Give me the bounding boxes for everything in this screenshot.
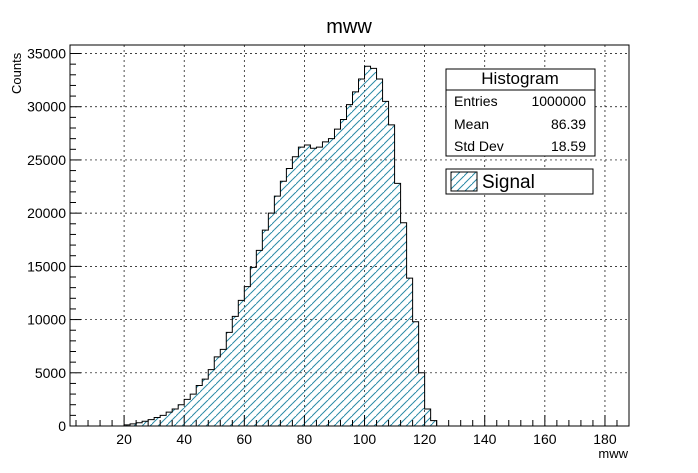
histogram-bin [226, 332, 233, 426]
stats-mean-value: 86.39 [551, 116, 586, 132]
y-axis-label: Counts [9, 52, 24, 94]
histogram-bin [358, 79, 365, 427]
histogram-bin [424, 408, 431, 426]
histogram-bin [400, 222, 407, 426]
histogram-bin [232, 316, 239, 426]
chart-title: mww [326, 16, 372, 38]
x-tick-label: 60 [237, 431, 253, 447]
histogram-bin [202, 379, 209, 426]
histogram-bin [142, 421, 149, 426]
histogram-bin [328, 138, 335, 426]
stats-mean-label: Mean [454, 116, 489, 132]
y-tick-label: 15000 [27, 258, 66, 274]
histogram-bin [304, 145, 311, 426]
histogram-bin [370, 68, 377, 427]
histogram-bin [310, 148, 317, 426]
histogram-bin [274, 196, 281, 426]
histogram-bin [148, 419, 155, 426]
histogram-bars [124, 66, 437, 427]
histogram-bin [214, 356, 221, 426]
histogram-bin [334, 129, 341, 426]
histogram-bin [124, 424, 131, 426]
histogram-bin [352, 91, 359, 426]
histogram-bin [340, 119, 347, 427]
histogram-bin [220, 349, 227, 426]
y-tick-label: 5000 [35, 365, 66, 381]
histogram-bin [160, 415, 167, 426]
histogram-bin [286, 168, 293, 426]
x-tick-label: 20 [116, 431, 132, 447]
histogram-bin [364, 66, 371, 427]
histogram-bin [238, 300, 245, 426]
histogram-bin [136, 422, 143, 426]
histogram-bin [262, 230, 269, 426]
x-tick-label: 40 [176, 431, 192, 447]
histogram-bin [196, 385, 203, 426]
histogram-bin [280, 181, 287, 426]
x-tick-label: 120 [413, 431, 437, 447]
y-tick-label: 20000 [27, 205, 66, 221]
y-tick-label: 30000 [27, 99, 66, 115]
histogram-bin [184, 399, 191, 426]
histogram-bin [394, 183, 401, 426]
histogram-bin [406, 278, 413, 426]
x-tick-label: 180 [593, 431, 617, 447]
histogram-bin [322, 141, 329, 426]
histogram-bin [250, 267, 257, 426]
stats-title: Histogram [481, 69, 558, 88]
legend-swatch [450, 171, 478, 192]
histogram-bin [256, 250, 263, 426]
histogram-bin [418, 372, 425, 426]
y-tick-label: 35000 [27, 46, 66, 62]
legend-label: Signal [482, 172, 535, 193]
histogram-bin [130, 423, 137, 426]
histogram-bin [292, 156, 299, 427]
y-axis-ticks: 0 5000 10000 15000 20000 25000 30000 35000 [27, 46, 81, 434]
legend: Signal [445, 168, 594, 195]
stats-entries-label: Entries [454, 93, 498, 109]
x-tick-label: 80 [297, 431, 313, 447]
y-tick-label: 0 [58, 418, 66, 434]
histogram-bin [388, 124, 395, 427]
histogram-bin [412, 321, 419, 426]
x-tick-label: 100 [353, 431, 377, 447]
histogram-bin [382, 101, 389, 426]
x-axis-ticks: 20 40 60 80 100 120 140 160 180 [75, 415, 630, 447]
histogram-bin [268, 213, 275, 426]
histogram-bin [430, 420, 437, 426]
histogram-outline [123, 65, 438, 426]
histogram-bin [166, 412, 173, 426]
stats-stddev-label: Std Dev [454, 138, 504, 154]
histogram-bin [244, 286, 251, 426]
histogram-bin [208, 369, 215, 426]
histogram-bin [298, 147, 305, 426]
stats-box: Histogram Entries 1000000 Mean 86.39 Std… [445, 68, 596, 157]
histogram-bin [172, 408, 179, 426]
histogram-bin [178, 404, 185, 426]
histogram-bin [346, 104, 353, 426]
y-tick-label: 25000 [27, 152, 66, 168]
x-tick-label: 140 [473, 431, 497, 447]
x-axis-label: mww [598, 446, 628, 461]
plot-frame [69, 44, 630, 427]
x-tick-label: 160 [533, 431, 557, 447]
histogram-bin [190, 394, 197, 426]
histogram-bin [376, 79, 383, 427]
y-tick-label: 10000 [27, 312, 66, 328]
histogram-bin [316, 147, 323, 426]
stats-stddev-value: 18.59 [551, 138, 586, 154]
stats-entries-value: 1000000 [531, 93, 586, 109]
histogram-bin [154, 417, 161, 426]
